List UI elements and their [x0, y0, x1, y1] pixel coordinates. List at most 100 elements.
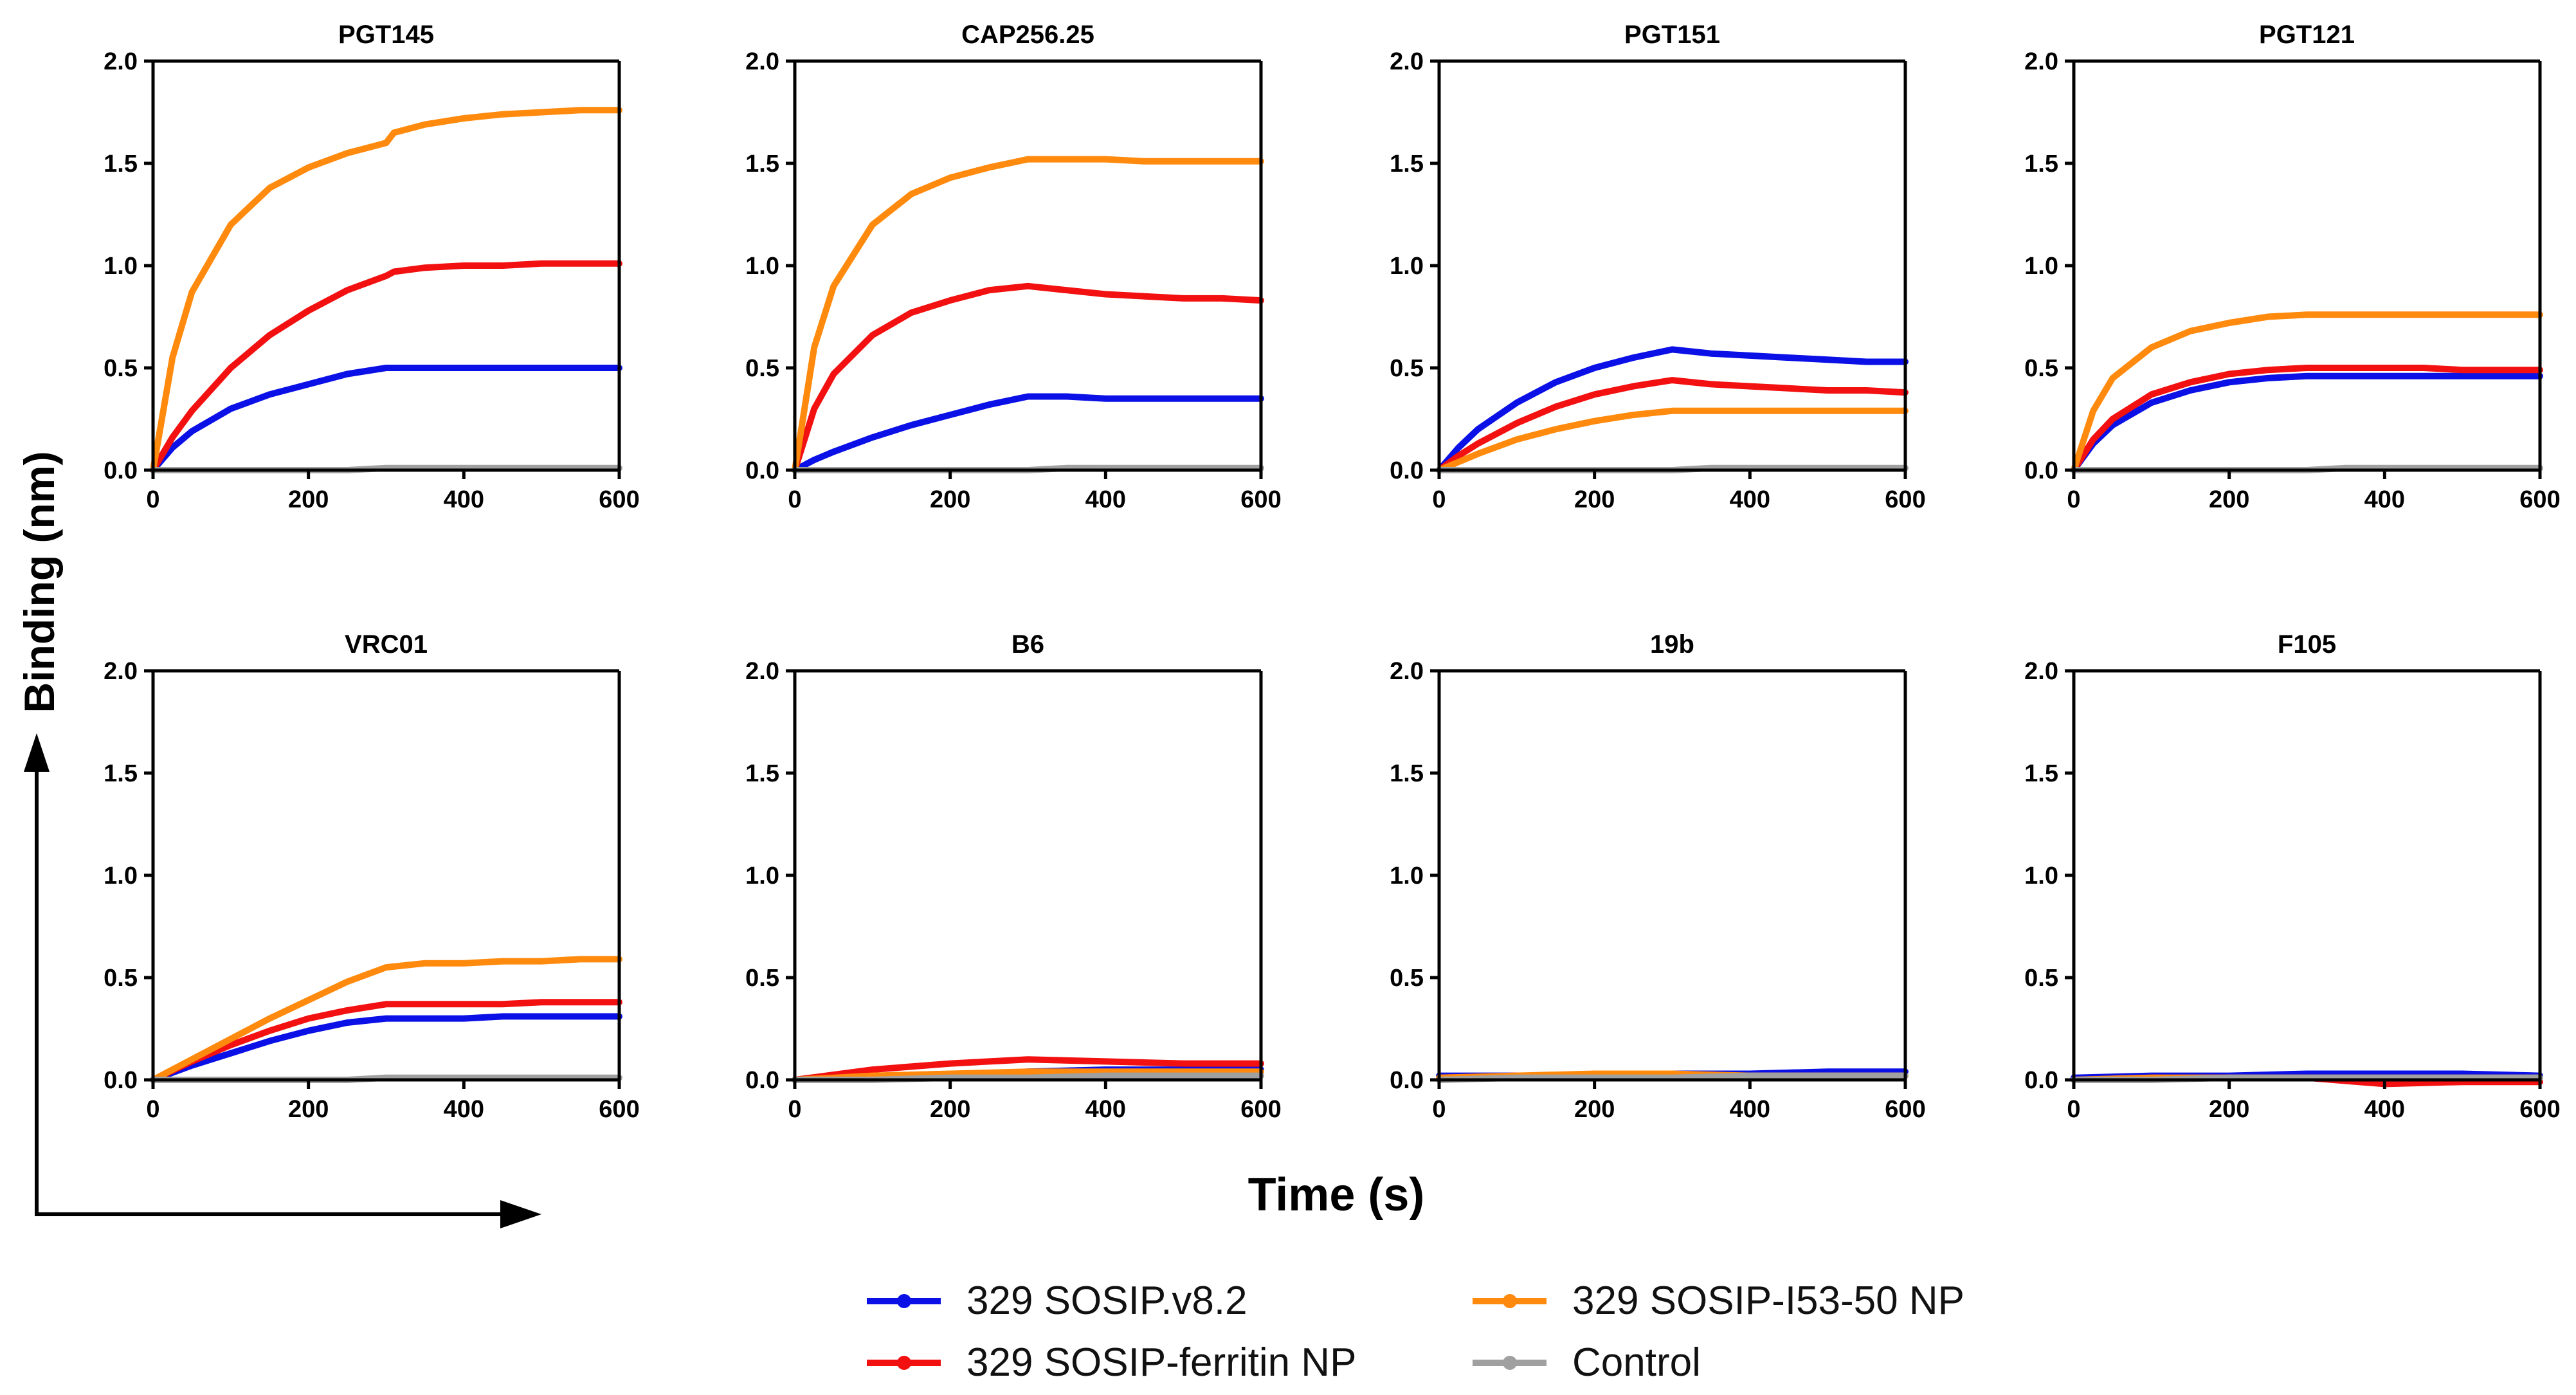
y-tick-label: 0.5 — [1390, 965, 1424, 992]
y-tick-label: 2.0 — [104, 48, 138, 75]
series-line-329-sosip-i53-50-np-cap256-25 — [792, 156, 1264, 473]
x-tick-label: 200 — [930, 486, 970, 513]
x-tick-label: 0 — [788, 486, 801, 513]
x-tick-label: 600 — [599, 1096, 639, 1123]
legend-swatch-ferritin — [867, 1355, 941, 1370]
panel-title-19b: 19b — [1650, 630, 1694, 659]
y-tick-label: 0.5 — [104, 355, 138, 382]
legend-swatch-control — [1473, 1355, 1547, 1370]
y-tick-label: 1.0 — [104, 862, 138, 889]
panel-title-pgt145: PGT145 — [338, 21, 434, 49]
legend-label-sosip: 329 SOSIP.v8.2 — [966, 1279, 1247, 1323]
y-tick-label: 0.0 — [1390, 1067, 1424, 1094]
x-axis-arrow — [35, 1200, 541, 1228]
x-tick-label: 600 — [599, 486, 639, 513]
series-line-329-sosip-ferritin-np-vrc01 — [150, 999, 622, 1083]
x-tick-label: 0 — [1432, 486, 1446, 513]
y-tick-label: 1.5 — [1390, 150, 1424, 178]
x-tick-label: 0 — [2067, 1096, 2080, 1123]
x-tick-label: 200 — [1574, 486, 1615, 513]
y-tick-label: 0.0 — [745, 1067, 779, 1094]
y-tick-label: 2.0 — [745, 658, 779, 685]
x-tick-label: 0 — [2067, 486, 2080, 513]
series-line-control-19b — [1436, 1072, 1909, 1083]
y-tick-label: 1.5 — [745, 150, 779, 178]
panel-vrc01: VRC01 0.0 0.5 1.0 1.5 2.0 0 200 400 600 — [104, 630, 640, 1123]
series-line-329-sosip-ferritin-np-cap256-25 — [792, 282, 1264, 473]
x-tick-label: 400 — [2364, 1096, 2405, 1123]
y-tick-label: 2.0 — [104, 658, 138, 685]
series-line-329-sosip-v8-2-vrc01 — [150, 1013, 622, 1083]
legend-item-i53-50: 329 SOSIP-I53-50 NP — [1473, 1278, 1964, 1324]
panel-b6: B6 0.0 0.5 1.0 1.5 2.0 0 200 400 600 — [745, 630, 1282, 1123]
panel-pgt151: PGT151 0.0 0.5 1.0 1.5 2.0 0 200 400 600 — [1390, 21, 1926, 513]
y-tick-label: 1.0 — [2024, 862, 2058, 889]
y-tick-label: 1.0 — [745, 862, 779, 889]
series-line-329-sosip-ferritin-np-b6 — [792, 1056, 1264, 1083]
y-tick-label: 1.0 — [745, 253, 779, 280]
legend-swatch-sosip — [867, 1293, 941, 1308]
legend-item-ferritin: 329 SOSIP-ferritin NP — [867, 1340, 1356, 1385]
x-tick-label: 0 — [788, 1096, 801, 1123]
x-tick-label: 400 — [2364, 486, 2405, 513]
panel-title-vrc01: VRC01 — [345, 630, 428, 659]
x-tick-label: 600 — [1240, 486, 1281, 513]
y-tick-label: 0.5 — [104, 965, 138, 992]
x-tick-label: 600 — [2519, 486, 2560, 513]
panel-title-cap256-25: CAP256.25 — [961, 21, 1094, 49]
legend-label-ferritin: 329 SOSIP-ferritin NP — [966, 1340, 1357, 1385]
x-tick-label: 400 — [1085, 1096, 1126, 1123]
panel-title-b6: B6 — [1011, 630, 1044, 659]
series-line-329-sosip-ferritin-np-pgt145 — [150, 260, 622, 473]
chart-panels: PGT145 0.0 0.5 1.0 1.5 2.0 0 200 400 600 CAP256.25… — [104, 21, 2561, 1123]
y-tick-label: 2.0 — [2024, 48, 2058, 75]
y-tick-label: 1.0 — [2024, 253, 2058, 280]
series-line-329-sosip-ferritin-np-pgt121 — [2071, 365, 2543, 473]
x-tick-label: 600 — [1885, 486, 1925, 513]
panel-cap256-25: CAP256.25 0.0 0.5 1.0 1.5 2.0 0 200 400 600 — [745, 21, 1282, 513]
x-tick-label: 400 — [1730, 1096, 1770, 1123]
panel-title-f105: F105 — [2278, 630, 2336, 659]
y-tick-label: 2.0 — [1390, 48, 1424, 75]
x-tick-label: 0 — [146, 1096, 159, 1123]
x-tick-label: 200 — [930, 1096, 970, 1123]
y-tick-label: 0.0 — [2024, 1067, 2058, 1094]
y-tick-label: 0.0 — [1390, 457, 1424, 484]
x-tick-label: 400 — [444, 486, 484, 513]
y-tick-label: 2.0 — [1390, 658, 1424, 685]
y-tick-label: 0.5 — [745, 965, 779, 992]
y-tick-label: 1.5 — [2024, 760, 2058, 787]
x-tick-label: 400 — [1730, 486, 1770, 513]
y-tick-label: 1.0 — [1390, 862, 1424, 889]
x-tick-label: 400 — [1085, 486, 1126, 513]
y-tick-label: 2.0 — [2024, 658, 2058, 685]
series-line-329-sosip-i53-50-np-pgt121 — [2071, 311, 2543, 473]
panel-title-pgt151: PGT151 — [1624, 21, 1720, 49]
series-line-329-sosip-v8-2-cap256-25 — [792, 393, 1264, 473]
series-line-329-sosip-i53-50-np-vrc01 — [150, 956, 622, 1083]
y-tick-label: 0.0 — [745, 457, 779, 484]
y-tick-label: 0.5 — [2024, 965, 2058, 992]
y-tick-label: 1.5 — [745, 760, 779, 787]
y-tick-label: 0.0 — [2024, 457, 2058, 484]
legend-item-sosip: 329 SOSIP.v8.2 — [867, 1278, 1247, 1324]
x-tick-label: 0 — [146, 486, 159, 513]
series-line-329-sosip-v8-2-pgt151 — [1436, 346, 1909, 473]
y-tick-label: 0.0 — [104, 1067, 138, 1094]
y-tick-label: 1.5 — [104, 760, 138, 787]
series-line-329-sosip-ferritin-np-pgt151 — [1436, 377, 1909, 473]
y-tick-label: 1.5 — [104, 150, 138, 178]
y-tick-label: 1.0 — [104, 253, 138, 280]
legend-swatch-i53-50 — [1473, 1293, 1547, 1308]
series-line-329-sosip-i53-50-np-b6 — [792, 1068, 1264, 1083]
y-tick-label: 0.5 — [2024, 355, 2058, 382]
panel-19b: 19b 0.0 0.5 1.0 1.5 2.0 0 200 400 600 — [1390, 630, 1926, 1123]
x-tick-label: 200 — [288, 486, 329, 513]
x-tick-label: 200 — [1574, 1096, 1615, 1123]
series-line-329-sosip-v8-2-pgt145 — [150, 365, 622, 473]
legend-label-i53-50: 329 SOSIP-I53-50 NP — [1572, 1279, 1964, 1323]
y-tick-label: 1.5 — [2024, 150, 2058, 178]
y-tick-label: 0.5 — [745, 355, 779, 382]
x-tick-label: 200 — [288, 1096, 329, 1123]
